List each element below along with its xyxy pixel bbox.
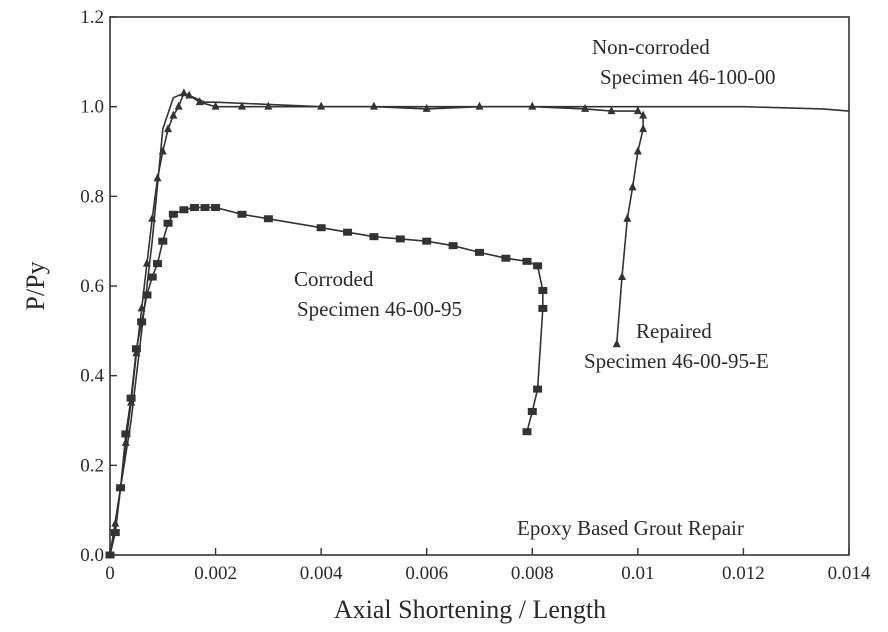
data-point-triangle (618, 272, 627, 281)
data-point-square (200, 204, 210, 212)
y-tick-label: 0.0 (80, 545, 104, 566)
data-point-triangle (581, 103, 590, 112)
y-axis-title: P/Py (21, 261, 50, 310)
x-tick-label: 0.002 (194, 563, 237, 584)
series-line (109, 206, 544, 556)
series-layer (105, 88, 850, 559)
y-tick-label: 0.2 (80, 455, 104, 476)
data-point-triangle (195, 97, 204, 106)
data-point-triangle (422, 103, 431, 112)
x-tick-label: 0.012 (722, 563, 765, 584)
data-point-triangle (148, 213, 157, 222)
x-tick-label: 0.008 (511, 563, 554, 584)
data-point-square (316, 224, 326, 232)
data-point-triangle (185, 90, 194, 99)
data-point-square (189, 204, 199, 212)
annotation-corroded-line2: Specimen 46-00-95 (297, 297, 462, 321)
data-point-triangle (612, 339, 621, 348)
data-point-square (147, 273, 157, 281)
data-point-square (475, 248, 484, 256)
data-point-square (237, 210, 247, 218)
series-1 (105, 204, 548, 559)
data-point-triangle (169, 110, 178, 119)
y-tick-label: 1.2 (80, 7, 104, 28)
series-line (109, 92, 850, 556)
data-point-square (158, 237, 168, 245)
data-point-square (263, 215, 273, 223)
series-line (109, 92, 644, 556)
y-tick-label: 0.4 (80, 366, 104, 387)
data-point-triangle (628, 182, 637, 191)
x-tick-label: 0.004 (300, 563, 343, 584)
y-tick-label: 1.0 (80, 97, 104, 118)
annotation-repaired-line1: Repaired (636, 319, 712, 343)
data-point-triangle (639, 110, 648, 119)
data-point-triangle (111, 518, 120, 527)
data-point-square (522, 428, 532, 436)
data-point-triangle (607, 106, 616, 115)
data-point-square (538, 286, 548, 294)
data-point-triangle (164, 124, 173, 133)
data-point-square (448, 242, 458, 250)
x-tick-label: 0 (105, 563, 115, 584)
data-point-square (422, 237, 432, 245)
data-point-square (538, 304, 548, 312)
data-point-square (533, 385, 543, 393)
data-point-triangle (179, 88, 188, 97)
series-2 (106, 88, 648, 558)
y-tick-label: 0.6 (80, 276, 104, 297)
x-tick-label: 0.006 (405, 563, 448, 584)
plot-frame (109, 16, 850, 556)
data-point-square (533, 262, 543, 270)
data-point-triangle (264, 101, 273, 110)
data-point-triangle (174, 101, 183, 110)
data-point-triangle (132, 348, 141, 357)
data-point-square (343, 228, 353, 236)
annotation-non-corroded-line2: Specimen 46-100-00 (600, 65, 776, 89)
ticks-layer: 0 0.002 0.004 0.006 0.008 0.01 0.012 0.014 0.0 0.… (80, 7, 871, 584)
data-point-triangle (211, 101, 220, 110)
x-tick-label: 0.014 (828, 563, 871, 584)
data-point-triangle (237, 101, 246, 110)
data-point-square (369, 233, 379, 241)
data-point-triangle (127, 397, 136, 406)
data-point-square (137, 318, 147, 326)
data-point-square (527, 408, 537, 416)
data-point-square (168, 210, 178, 218)
data-point-square (153, 260, 163, 268)
y-tick-label: 0.8 (80, 186, 104, 207)
annotation-repair-note: Epoxy Based Grout Repair (517, 516, 744, 540)
data-point-triangle (633, 146, 642, 155)
data-point-triangle (369, 101, 378, 110)
data-point-square (501, 254, 511, 262)
data-point-triangle (121, 437, 130, 446)
data-point-triangle (153, 173, 162, 182)
data-point-square (179, 206, 189, 214)
data-point-triangle (623, 213, 632, 222)
data-point-triangle (158, 146, 167, 155)
annotation-non-corroded-line1: Non-corroded (592, 35, 710, 59)
x-tick-label: 0.01 (621, 563, 654, 584)
data-point-triangle (142, 258, 151, 267)
data-point-square (211, 204, 221, 212)
data-point-triangle (528, 101, 537, 110)
annotation-corroded-line1: Corroded (294, 267, 374, 291)
data-point-square (121, 430, 131, 438)
series-0 (109, 92, 850, 556)
data-point-square (522, 257, 532, 265)
data-point-triangle (639, 124, 648, 133)
data-point-square (163, 219, 173, 227)
data-point-square (142, 291, 152, 299)
x-axis-title: Axial Shortening / Length (334, 595, 606, 624)
data-point-triangle (475, 101, 484, 110)
data-point-triangle (137, 303, 146, 312)
data-point-triangle (317, 101, 326, 110)
data-point-triangle (116, 482, 125, 491)
data-point-triangle (633, 106, 642, 115)
data-point-square (110, 529, 120, 537)
data-point-square (395, 235, 405, 243)
annotation-repaired-line2: Specimen 46-00-95-E (584, 349, 769, 373)
